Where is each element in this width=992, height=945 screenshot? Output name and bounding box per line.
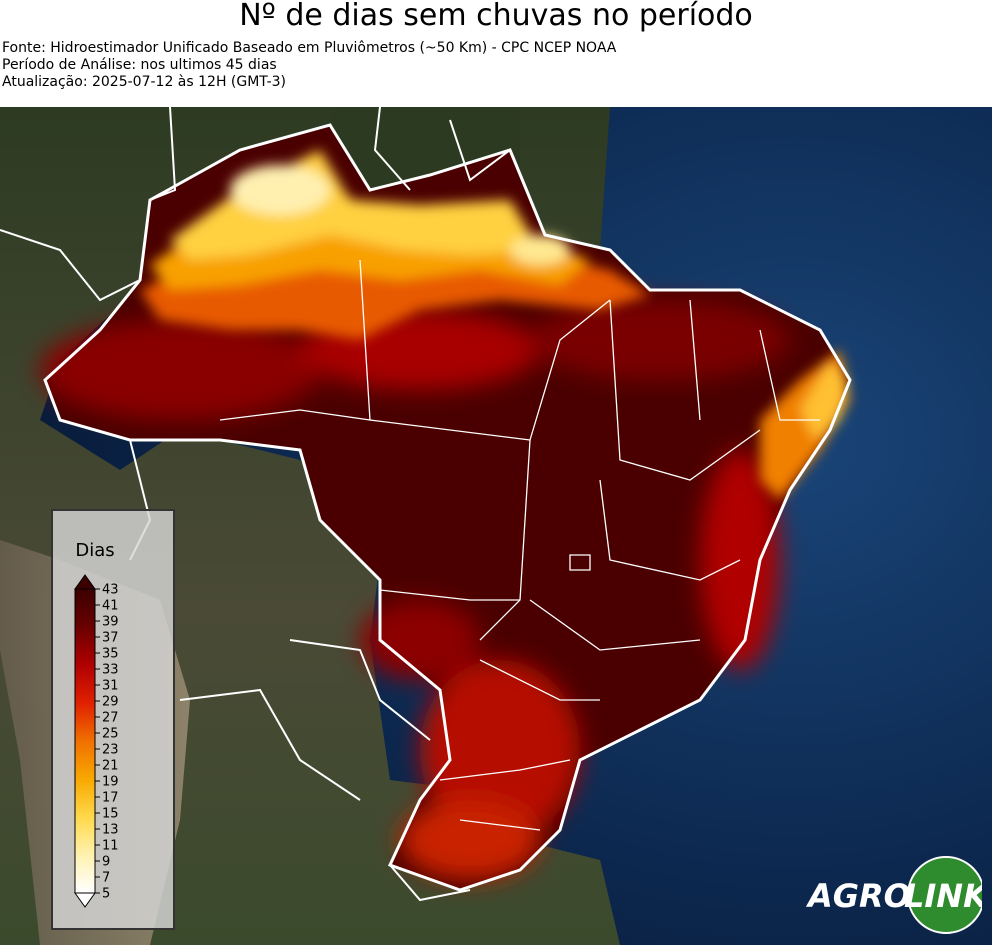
border-guyana: [373, 107, 411, 191]
border-suriname: [449, 119, 511, 182]
logo-graphic: AGRO LINK: [805, 856, 990, 934]
colorbar-tick-label: 29: [102, 695, 119, 710]
state-line-12: [459, 819, 541, 831]
colorbar-tick-label: 5: [102, 887, 110, 902]
colorbar-tick-label: 9: [102, 855, 110, 870]
border-uruguay: [389, 864, 471, 902]
colorbar-tick-label: 21: [102, 759, 119, 774]
border-colombia: [149, 107, 177, 201]
colorbar-tick-label: 37: [102, 631, 119, 646]
field-pale-spot-2: [510, 235, 570, 265]
state-line-9: [529, 599, 701, 651]
colorbar-extend-min: [74, 892, 96, 908]
state-line-11: [439, 759, 571, 781]
colorbar-tick-label: 43: [102, 583, 119, 598]
brazil-dry-days-field: [40, 125, 850, 890]
colorbar-tick-label: 19: [102, 775, 119, 790]
borders: [0, 107, 852, 902]
colorbar-tick-label: 31: [102, 679, 119, 694]
legend-title: Dias: [75, 540, 115, 561]
state-line-7: [759, 329, 820, 421]
colorbar-tick-label: 25: [102, 727, 119, 742]
period-line: Período de Análise: nos ultimos 45 dias: [2, 57, 277, 73]
logo-text-left: AGRO: [806, 877, 911, 915]
colorbar-tick-label: 33: [102, 663, 119, 678]
colorbar-tick-label: 15: [102, 807, 119, 822]
colorbar-tick-label: 17: [102, 791, 119, 806]
state-line-8: [599, 479, 741, 581]
colorbar-tick-label: 13: [102, 823, 119, 838]
border-argentina: [179, 688, 361, 801]
source-line: Fonte: Hidroestimador Unificado Baseado …: [2, 40, 617, 56]
logo-text-right: LINK: [904, 877, 982, 915]
border-paraguay: [289, 639, 431, 741]
colorbar-tick-label: 39: [102, 615, 119, 630]
colorbar-tick-label: 11: [102, 839, 119, 854]
colorbar-gradient: [74, 588, 96, 894]
state-line-5: [609, 299, 761, 481]
colorbar-tick-label: 35: [102, 647, 119, 662]
state-line-3: [529, 299, 611, 441]
state-line-14: [569, 554, 591, 571]
field-north-west: [40, 320, 320, 420]
colorbar-extend-max: [74, 574, 96, 590]
legend-box: Dias 43 41 39 37 35 33 31 29 27 25 23 21 19 17 15 13 11 9…: [51, 509, 175, 930]
field-far-south: [400, 800, 540, 880]
state-line-6: [689, 299, 701, 421]
colorbar-tick-label: 27: [102, 711, 119, 726]
field-pale-spot: [230, 165, 330, 215]
field-mato-grosso-do-sul: [360, 600, 480, 680]
colorbar-tick-label: 41: [102, 599, 119, 614]
state-line-2: [219, 409, 371, 421]
field-north-east: [530, 300, 790, 380]
state-line-10: [479, 659, 600, 701]
map-area: [0, 107, 992, 945]
state-line-13: [379, 589, 520, 601]
brazil-border: [43, 123, 852, 892]
agrolink-logo: AGRO LINK: [805, 855, 990, 935]
field-south: [420, 660, 580, 840]
field-yellow-band: [170, 150, 540, 260]
colorbar-tick-label: 7: [102, 871, 110, 886]
update-line: Atualização: 2025-07-12 às 12H (GMT-3): [2, 74, 286, 90]
map-svg: [0, 107, 992, 945]
border-venezuela: [0, 229, 141, 302]
colorbar-tick-label: 23: [102, 743, 119, 758]
map-title: Nº de dias sem chuvas no período: [239, 0, 753, 33]
